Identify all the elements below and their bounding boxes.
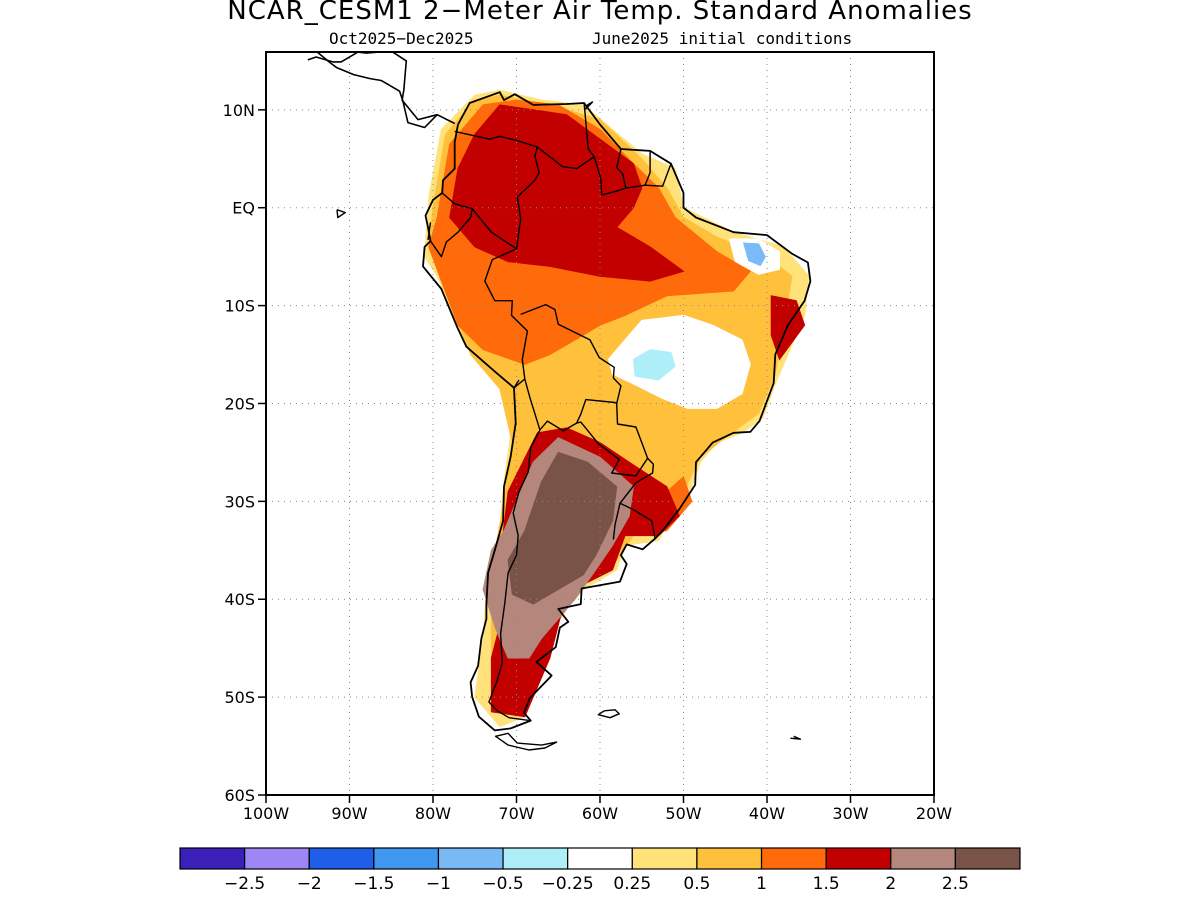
initial-conditions: June2025 initial conditions (592, 29, 853, 48)
island-coastline (427, 222, 432, 241)
anomaly-region-1.5 (449, 104, 685, 282)
colorbar-swatch (760, 847, 827, 870)
country-border (513, 379, 520, 389)
lat-tick-label: 20S (224, 394, 255, 413)
lat-tick-label: 30S (224, 492, 255, 511)
colorbar-label: 0.25 (613, 874, 651, 894)
country-border (645, 163, 672, 187)
lon-tick-label: 100W (243, 804, 290, 823)
country-border (593, 148, 627, 196)
country-border (576, 403, 649, 477)
colorbar-swatch (696, 847, 763, 870)
colorbar-swatch (437, 847, 504, 870)
country-border (619, 502, 656, 539)
colorbar-swatch (179, 847, 246, 870)
coastline-central-america-north (307, 52, 438, 121)
anomaly-region--0.25 (632, 349, 676, 381)
colorbar-label: 2.5 (942, 874, 969, 894)
island-coastline (494, 732, 558, 751)
lon-tick-label: 80W (415, 804, 451, 823)
lat-tick-label: 10N (223, 101, 255, 120)
coastlines-and-borders (307, 52, 812, 751)
lon-tick-label: 70W (498, 804, 534, 823)
country-border (520, 303, 622, 405)
colorbar-label: 1.5 (813, 874, 840, 894)
colorbar-label: 1 (756, 874, 767, 894)
anomaly-region-0.25 (607, 314, 751, 409)
plot-title: NCAR_CESM1 2−Meter Air Temp. Standard An… (227, 0, 973, 26)
lon-tick-label: 30W (832, 804, 868, 823)
country-border (471, 208, 529, 389)
lat-tick-label: 50S (224, 688, 255, 707)
lat-tick-label: EQ (232, 199, 255, 218)
colorbar-label: −0.5 (482, 874, 523, 894)
colorbar-swatch (631, 847, 698, 870)
forecast-period: Oct2025−Dec2025 (329, 29, 474, 48)
colorbar-label: −1.5 (353, 874, 394, 894)
coastline (422, 91, 812, 732)
colorbar-swatch (954, 847, 1021, 870)
country-border (536, 102, 595, 170)
colorbar-swatch (308, 847, 375, 870)
coastline-central-america (315, 52, 456, 129)
lat-tick-label: 10S (224, 297, 255, 316)
lon-tick-label: 50W (665, 804, 701, 823)
colorbar-label: 0.5 (683, 874, 710, 894)
colorbar-label: −2.5 (224, 874, 265, 894)
colorbar-swatch (502, 847, 569, 870)
island-coastline (585, 101, 594, 110)
colorbar-swatch (373, 847, 440, 870)
island-coastline (790, 735, 802, 740)
lat-tick-label: 60S (224, 786, 255, 805)
lon-tick-label: 20W (916, 804, 952, 823)
island-coastline (597, 709, 620, 719)
island-coastline (336, 209, 346, 219)
country-border (524, 378, 616, 432)
colorbar-swatch (825, 847, 892, 870)
country-border (429, 192, 473, 258)
country-border (454, 130, 540, 249)
anomaly-region--0.5 (742, 242, 766, 267)
lon-tick-label: 90W (331, 804, 367, 823)
colorbar-label: −2 (297, 874, 322, 894)
colorbar-label: −1 (426, 874, 451, 894)
anomaly-region-2.5 (507, 451, 618, 605)
colorbar-swatch (567, 847, 633, 870)
lat-tick-label: 40S (224, 590, 255, 609)
country-border (612, 457, 655, 540)
colorbar-label: −0.25 (542, 874, 594, 894)
lon-tick-label: 60W (582, 804, 618, 823)
colorbar-swatch (890, 847, 956, 870)
country-border (488, 429, 541, 722)
colorbar-swatch (244, 847, 310, 870)
colorbar-label: 2 (885, 874, 896, 894)
lon-tick-label: 40W (749, 804, 785, 823)
colorbar: −2.5 −2 −1.5 −1 −0.5 −0.25 0.25 0.5 1 1.5 2 2.5 (179, 847, 1021, 894)
country-border (625, 150, 651, 189)
